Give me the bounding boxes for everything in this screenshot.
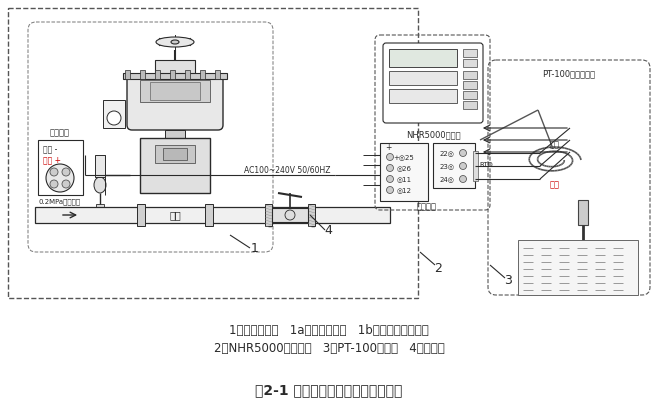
Text: 接线端子: 接线端子 xyxy=(417,203,437,211)
Bar xyxy=(155,60,195,75)
Text: 接线嘴子: 接线嘴子 xyxy=(50,128,70,138)
FancyBboxPatch shape xyxy=(127,75,223,130)
Bar xyxy=(96,204,104,209)
Text: 2、NHR5000型调节仪   3、PT-100传感器   4、手动阀: 2、NHR5000型调节仪 3、PT-100传感器 4、手动阀 xyxy=(214,342,444,354)
Bar xyxy=(205,204,213,226)
Bar xyxy=(389,49,457,67)
Circle shape xyxy=(459,163,467,169)
Bar xyxy=(463,71,477,79)
Bar xyxy=(433,143,475,188)
FancyBboxPatch shape xyxy=(383,43,483,123)
Bar xyxy=(200,70,205,79)
Bar xyxy=(95,155,105,177)
Bar xyxy=(272,208,308,222)
Text: 0.2MPa调节空气: 0.2MPa调节空气 xyxy=(39,198,81,205)
Text: ◎26: ◎26 xyxy=(397,165,411,171)
Text: 1、气动调节阀   1a、过滤减压器   1b、电气阀门定位器: 1、气动调节阀 1a、过滤减压器 1b、电气阀门定位器 xyxy=(229,324,429,337)
Circle shape xyxy=(107,111,121,125)
Circle shape xyxy=(459,150,467,156)
Circle shape xyxy=(386,153,393,161)
Bar xyxy=(137,204,145,226)
Circle shape xyxy=(285,210,295,220)
Bar xyxy=(389,71,457,85)
Bar xyxy=(308,204,315,226)
Circle shape xyxy=(50,168,58,176)
Text: PT-100温度传感器: PT-100温度传感器 xyxy=(542,70,595,78)
Text: ◎12: ◎12 xyxy=(397,187,411,193)
Text: RTD: RTD xyxy=(479,162,493,168)
Circle shape xyxy=(459,176,467,183)
Bar xyxy=(518,240,638,295)
Bar xyxy=(265,204,272,226)
Circle shape xyxy=(62,180,70,188)
Text: 黑色: 黑色 xyxy=(550,141,560,150)
Bar xyxy=(463,101,477,109)
Circle shape xyxy=(62,168,70,176)
Bar xyxy=(155,145,195,163)
Text: ◎11: ◎11 xyxy=(396,176,411,182)
Ellipse shape xyxy=(94,177,106,193)
Bar xyxy=(215,70,220,79)
Circle shape xyxy=(386,176,393,183)
Text: +◎25: +◎25 xyxy=(393,154,415,160)
Bar xyxy=(8,8,418,298)
Text: 台宜: 台宜 xyxy=(169,210,181,220)
Text: 24◎: 24◎ xyxy=(440,176,455,182)
Text: 图2-1 分体式气动薄膜温控阀原理图: 图2-1 分体式气动薄膜温控阀原理图 xyxy=(255,383,403,397)
Bar xyxy=(473,151,478,181)
Bar xyxy=(35,207,390,223)
Text: 22◎: 22◎ xyxy=(440,150,455,156)
Bar xyxy=(150,82,200,100)
Circle shape xyxy=(46,164,74,192)
Text: AC100~240V 50/60HZ: AC100~240V 50/60HZ xyxy=(243,166,330,174)
Text: 红色: 红色 xyxy=(550,181,560,189)
Bar xyxy=(140,70,145,79)
Circle shape xyxy=(50,180,58,188)
Bar xyxy=(170,70,175,79)
Text: 4: 4 xyxy=(324,224,332,236)
Text: 红线 +: 红线 + xyxy=(43,156,61,164)
Bar xyxy=(38,140,83,195)
Bar xyxy=(140,138,210,193)
Text: 3: 3 xyxy=(504,274,512,287)
Bar xyxy=(389,89,457,103)
Ellipse shape xyxy=(171,40,179,44)
Text: 1: 1 xyxy=(251,241,259,254)
Bar xyxy=(140,80,210,102)
Ellipse shape xyxy=(156,37,194,47)
Bar xyxy=(125,70,130,79)
Bar xyxy=(578,200,588,225)
Bar xyxy=(155,70,160,79)
Bar xyxy=(463,49,477,57)
Circle shape xyxy=(386,164,393,171)
Bar xyxy=(185,70,190,79)
Bar xyxy=(165,130,185,138)
Bar xyxy=(123,73,227,79)
Text: +: + xyxy=(385,143,392,153)
Bar xyxy=(163,148,187,160)
Bar xyxy=(581,278,585,284)
Bar xyxy=(463,81,477,89)
Text: 2: 2 xyxy=(434,261,442,274)
Bar xyxy=(103,100,125,128)
Text: NHR5000调节器: NHR5000调节器 xyxy=(406,131,461,140)
Text: 黑线 -: 黑线 - xyxy=(43,146,57,155)
Bar xyxy=(380,143,428,201)
Bar xyxy=(463,59,477,67)
Bar xyxy=(463,91,477,99)
Circle shape xyxy=(386,186,393,193)
Text: 23◎: 23◎ xyxy=(440,163,455,169)
